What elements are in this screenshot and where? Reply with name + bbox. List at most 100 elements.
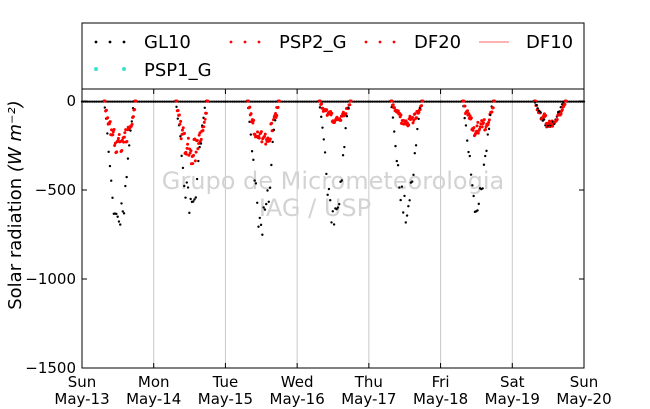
df20-point <box>181 126 185 130</box>
gl10-point <box>265 100 268 103</box>
gl10-point <box>541 100 544 103</box>
df20-point <box>197 141 201 145</box>
gl10-point <box>321 126 324 129</box>
gl10-point <box>261 233 264 236</box>
df20-point <box>563 102 567 106</box>
watermark-line-2: IAG / USP <box>259 194 371 222</box>
df20-point <box>192 153 196 157</box>
gl10-point <box>455 100 458 103</box>
gl10-point <box>126 157 130 160</box>
gl10-point <box>473 100 476 103</box>
x-tick-label-date: May-15 <box>198 390 253 408</box>
df20-point <box>413 112 417 116</box>
x-tick-label-date: May-19 <box>485 390 540 408</box>
df20-point <box>185 146 189 150</box>
legend: GL10 PSP2_G DF20 DF10 PSP1_G <box>81 22 585 90</box>
legend-marker-psp1-g <box>122 67 126 71</box>
gl10-point <box>252 158 255 162</box>
gl10-point <box>269 100 272 103</box>
gl10-point <box>227 100 231 103</box>
gl10-point <box>296 100 299 103</box>
gl10-point <box>154 100 157 103</box>
gl10-point <box>215 100 218 103</box>
plot-area <box>82 89 584 368</box>
gl10-point <box>486 100 489 103</box>
df20-point <box>390 99 394 103</box>
gl10-point <box>514 100 517 103</box>
gl10-point <box>391 116 395 119</box>
gl10-point <box>190 100 193 103</box>
gl10-point <box>485 149 488 153</box>
gl10-point <box>175 105 178 109</box>
gl10-point <box>218 100 222 103</box>
gl10-point <box>211 100 214 103</box>
df20-point <box>276 105 280 109</box>
gl10-point <box>573 100 577 103</box>
gl10-point <box>197 100 200 103</box>
gl10-point <box>511 100 514 103</box>
gl10-point <box>229 100 232 103</box>
psp2-g-point <box>471 128 475 132</box>
gl10-point <box>150 100 154 103</box>
gl10-point <box>181 100 184 103</box>
gl10-point <box>152 100 155 103</box>
gl10-point <box>116 100 119 103</box>
gl10-point <box>570 100 573 103</box>
gl10-point <box>416 100 419 103</box>
gl10-point <box>347 106 350 110</box>
df20-point <box>125 140 129 144</box>
df20-point <box>339 118 343 122</box>
gl10-point <box>122 100 125 103</box>
df20-point <box>112 127 116 131</box>
gl10-point <box>434 100 437 103</box>
df20-point <box>548 119 552 123</box>
gl10-point <box>199 100 202 103</box>
gl10-point <box>140 100 143 103</box>
gl10-point <box>446 100 449 103</box>
gl10-point <box>412 173 415 177</box>
gl10-point <box>533 101 537 104</box>
gl10-point <box>554 100 557 103</box>
gl10-point <box>344 126 347 130</box>
gl10-point <box>369 100 372 103</box>
legend-label-df20: DF20 <box>414 32 461 53</box>
gl10-point <box>165 100 168 103</box>
psp2-g-point <box>188 151 192 155</box>
gl10-point <box>452 100 455 103</box>
gl10-point <box>263 100 266 103</box>
gl10-point <box>502 100 505 103</box>
df20-point <box>414 116 418 120</box>
df20-point <box>131 115 135 119</box>
gl10-point <box>159 100 162 103</box>
gl10-point <box>263 208 267 211</box>
gl10-point <box>365 100 369 103</box>
gl10-point <box>439 100 442 103</box>
gl10-point <box>258 216 261 220</box>
gl10-point <box>193 198 196 201</box>
psp2-g-point <box>476 131 480 135</box>
gl10-point <box>357 100 360 103</box>
gl10-point <box>539 100 543 103</box>
gl10-point <box>459 100 462 103</box>
psp2-g-point <box>260 140 264 144</box>
psp2-g-point <box>193 159 197 163</box>
gl10-point <box>184 196 187 199</box>
gl10-point <box>248 120 251 124</box>
psp2-g-point <box>479 122 483 126</box>
df20-point <box>252 118 256 122</box>
df20-point <box>411 115 415 119</box>
gl10-point <box>91 100 94 103</box>
gl10-point <box>222 100 225 103</box>
gl10-point <box>414 144 418 147</box>
y-axis-label-main: Solar radiation <box>5 178 26 310</box>
df20-point <box>321 106 325 110</box>
df20-point <box>462 99 466 103</box>
gl10-point <box>324 100 327 103</box>
x-tick-label-day: Thu <box>354 373 383 391</box>
df20-point <box>175 99 179 103</box>
df20-point <box>396 109 400 113</box>
gl10-point <box>448 100 451 103</box>
gl10-point <box>362 100 365 103</box>
gl10-point <box>250 150 254 153</box>
gl10-point <box>358 100 361 103</box>
